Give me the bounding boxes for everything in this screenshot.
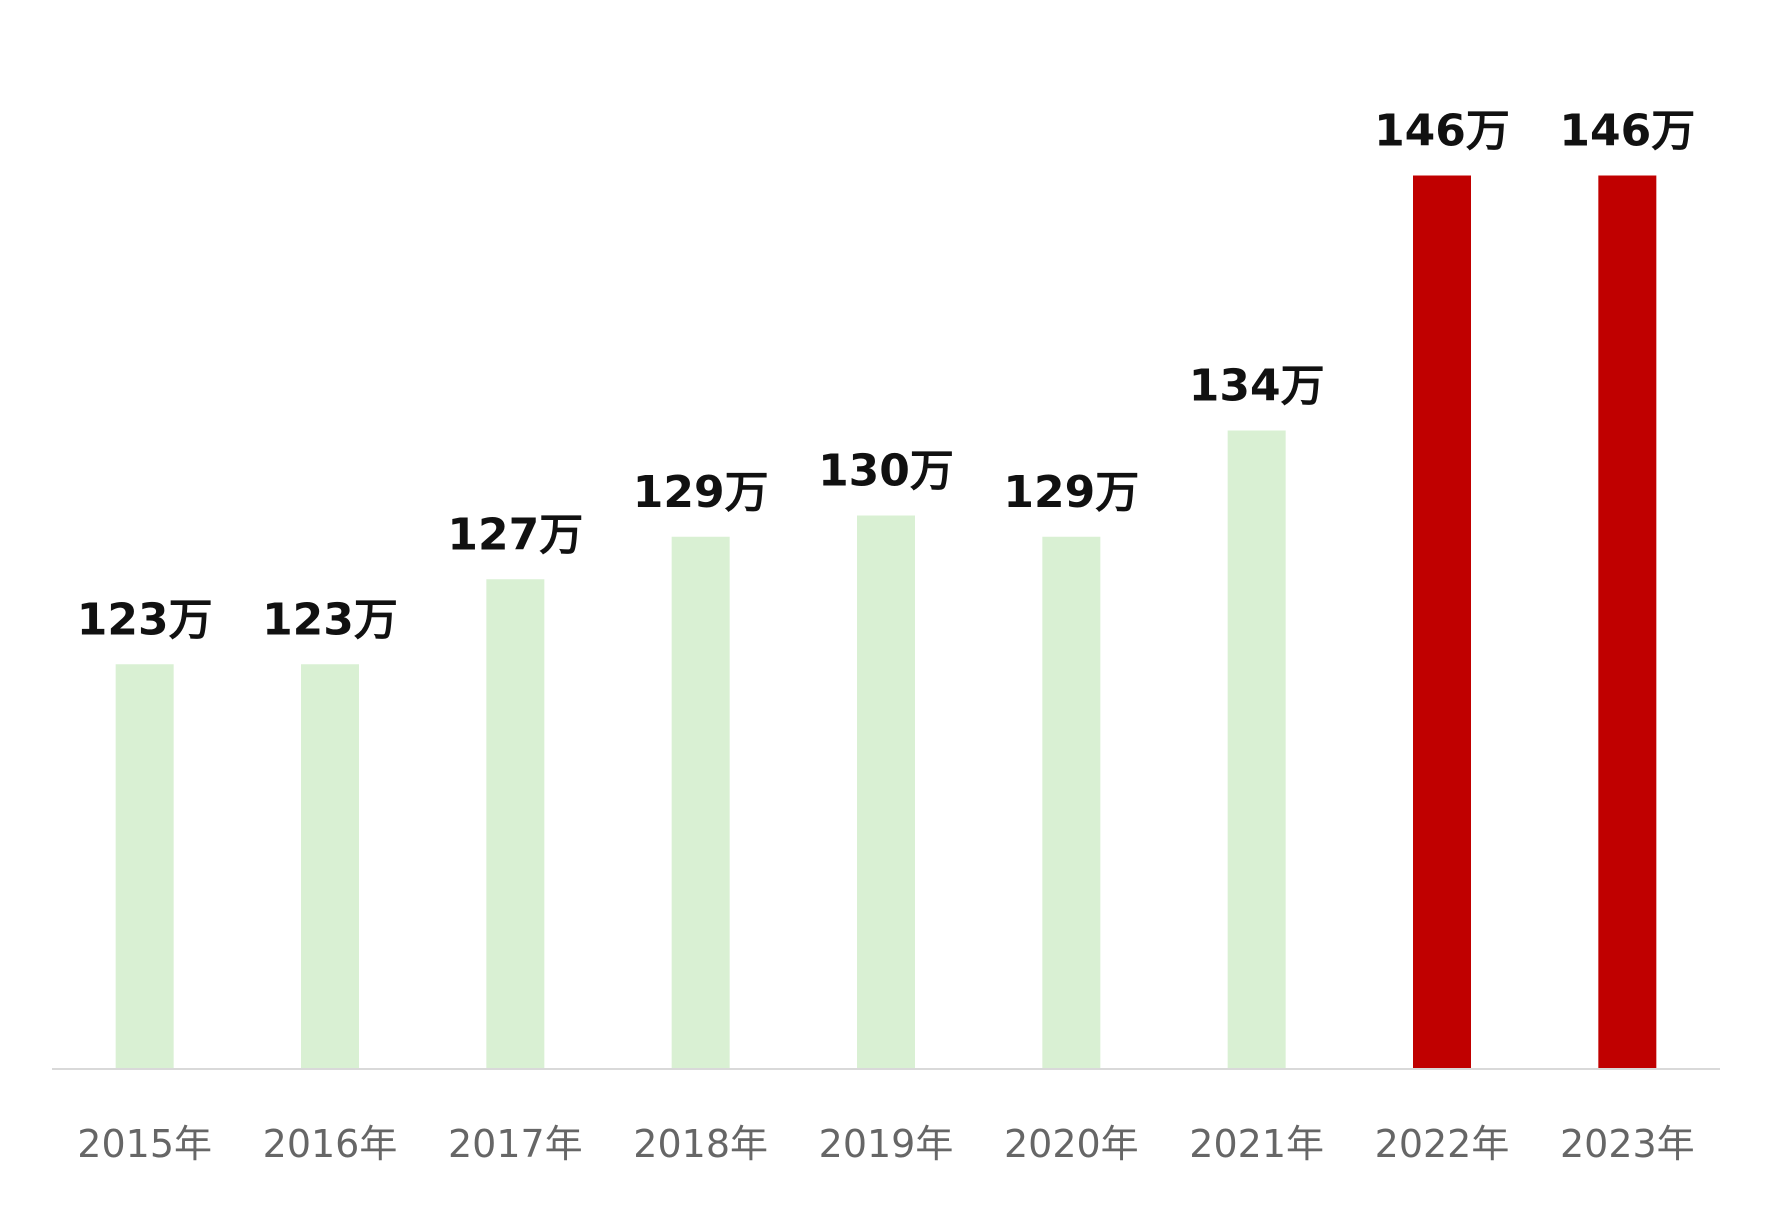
bar-2022年: [1413, 175, 1471, 1068]
bar-2021年: [1227, 430, 1286, 1068]
data-label-2023年: 146万: [1559, 106, 1695, 157]
data-label-2020年: 129万: [1003, 467, 1139, 518]
bar-2016年: [301, 664, 359, 1068]
bar-2017年: [486, 579, 545, 1068]
value-labels-group: 123万 123万 127万 129万 130万 129万 134万 146万 146万: [77, 106, 1696, 646]
bar-2023年: [1598, 175, 1657, 1068]
data-label-2019年: 130万: [818, 446, 954, 497]
x-tick-label-2019年: 2019年: [819, 1122, 954, 1166]
data-label-2015年: 123万: [77, 594, 213, 645]
x-tick-labels-group: 2015年 2016年 2017年 2018年 2019年 2020年 2021年 2022年…: [77, 1122, 1694, 1166]
bar-2020年: [1042, 536, 1101, 1068]
bars-group: [115, 175, 1657, 1068]
bar-2015年: [115, 664, 174, 1068]
bar-2018年: [671, 536, 730, 1068]
data-label-2016年: 123万: [262, 594, 398, 645]
data-label-2018年: 129万: [633, 467, 769, 518]
bar-2019年: [857, 515, 915, 1068]
x-tick-label-2020年: 2020年: [1004, 1122, 1139, 1166]
data-label-2022年: 146万: [1374, 106, 1510, 157]
data-label-2021年: 134万: [1189, 361, 1325, 412]
x-tick-label-2015年: 2015年: [77, 1122, 212, 1166]
x-tick-label-2023年: 2023年: [1560, 1122, 1695, 1166]
x-tick-label-2016年: 2016年: [263, 1122, 398, 1166]
data-label-2017年: 127万: [447, 509, 583, 560]
x-tick-label-2017年: 2017年: [448, 1122, 583, 1166]
x-tick-label-2022年: 2022年: [1375, 1122, 1510, 1166]
x-tick-label-2021年: 2021年: [1189, 1122, 1324, 1166]
x-tick-label-2018年: 2018年: [633, 1122, 768, 1166]
